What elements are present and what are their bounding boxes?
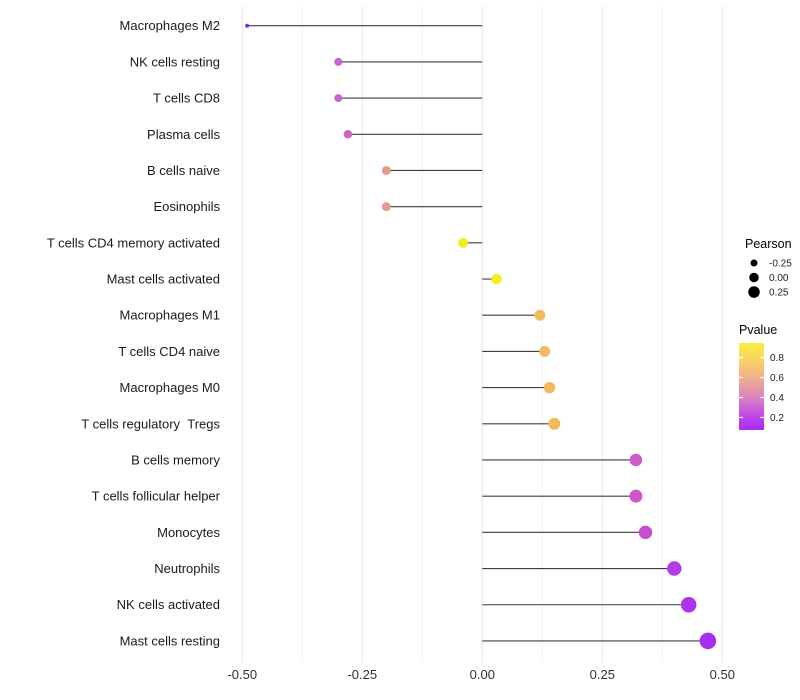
lollipop-dot: [629, 489, 643, 503]
lollipop-dot: [343, 130, 353, 139]
category-label: T cells CD4 memory activated: [47, 235, 220, 250]
lollipop-dot: [548, 417, 561, 430]
lollipop-dot: [458, 237, 469, 248]
lollipop-dot: [699, 632, 717, 650]
lollipop-dot: [543, 381, 556, 394]
category-label: T cells regulatory Tregs: [81, 416, 220, 431]
category-label: B cells naive: [147, 163, 220, 178]
lollipop-dot: [629, 453, 643, 467]
category-label: Neutrophils: [154, 561, 220, 576]
category-label: Monocytes: [157, 525, 220, 540]
pvalue-legend-label: 0.8: [770, 353, 784, 364]
lollipop-dot: [534, 309, 546, 321]
category-label: Plasma cells: [147, 127, 220, 142]
category-label: T cells CD4 naive: [118, 344, 220, 359]
x-tick-label: -0.25: [347, 667, 377, 682]
pearson-legend-title: Pearson: [745, 237, 792, 251]
category-label: Mast cells activated: [107, 272, 220, 287]
pvalue-legend-label: 0.6: [770, 373, 784, 384]
pvalue-colorbar: [739, 343, 764, 430]
lollipop-dot: [334, 57, 343, 66]
pvalue-legend-label: 0.4: [770, 393, 784, 404]
x-tick-label: -0.50: [227, 667, 257, 682]
lollipop-dot: [680, 596, 697, 613]
x-axis-layer: -0.50 -0.25 0.00 0.25 0.50: [227, 667, 734, 682]
gridlines-layer: [241, 6, 723, 663]
lollipop-dot: [491, 273, 502, 285]
x-tick-label: 0.25: [590, 667, 615, 682]
lollipop-dot: [539, 345, 551, 357]
lollipop-dot: [638, 525, 653, 540]
pearson-legend-dot: [749, 272, 759, 283]
lollipop-dot: [667, 561, 682, 576]
category-label: T cells follicular helper: [92, 489, 221, 504]
pearson-legend-label: 0.00: [769, 273, 789, 284]
pvalue-legend-title: Pvalue: [739, 323, 777, 337]
category-label: Macrophages M0: [120, 380, 220, 395]
x-tick-label: 0.00: [470, 667, 495, 682]
category-label: Eosinophils: [154, 199, 221, 214]
pvalue-legend-label: 0.2: [770, 413, 784, 424]
category-labels-layer: Macrophages M2 NK cells resting T cells CD…: [47, 18, 221, 648]
category-label: NK cells resting: [130, 54, 220, 69]
category-label: NK cells activated: [117, 597, 220, 612]
category-label: Mast cells resting: [120, 633, 220, 648]
category-label: Macrophages M2: [120, 18, 220, 33]
pearson-legend-label: 0.25: [769, 288, 789, 299]
x-tick-label: 0.50: [710, 667, 735, 682]
category-label: Macrophages M1: [120, 308, 220, 323]
category-label: B cells memory: [131, 452, 220, 467]
legend-layer: Pearson Pvalue -0.25 0.00 0.25 0.8 0.6 0.4 0.2: [739, 237, 792, 430]
pearson-legend-label: -0.25: [769, 259, 792, 270]
lollipop-dot: [245, 23, 250, 28]
pearson-legend-dot: [748, 286, 760, 298]
lollipop-dot: [381, 165, 391, 175]
pearson-legend-dot: [750, 259, 758, 267]
series-layer: [245, 23, 717, 650]
lollipop-dot: [381, 202, 391, 212]
category-label: T cells CD8: [153, 91, 220, 106]
lollipop-dot: [334, 94, 343, 103]
